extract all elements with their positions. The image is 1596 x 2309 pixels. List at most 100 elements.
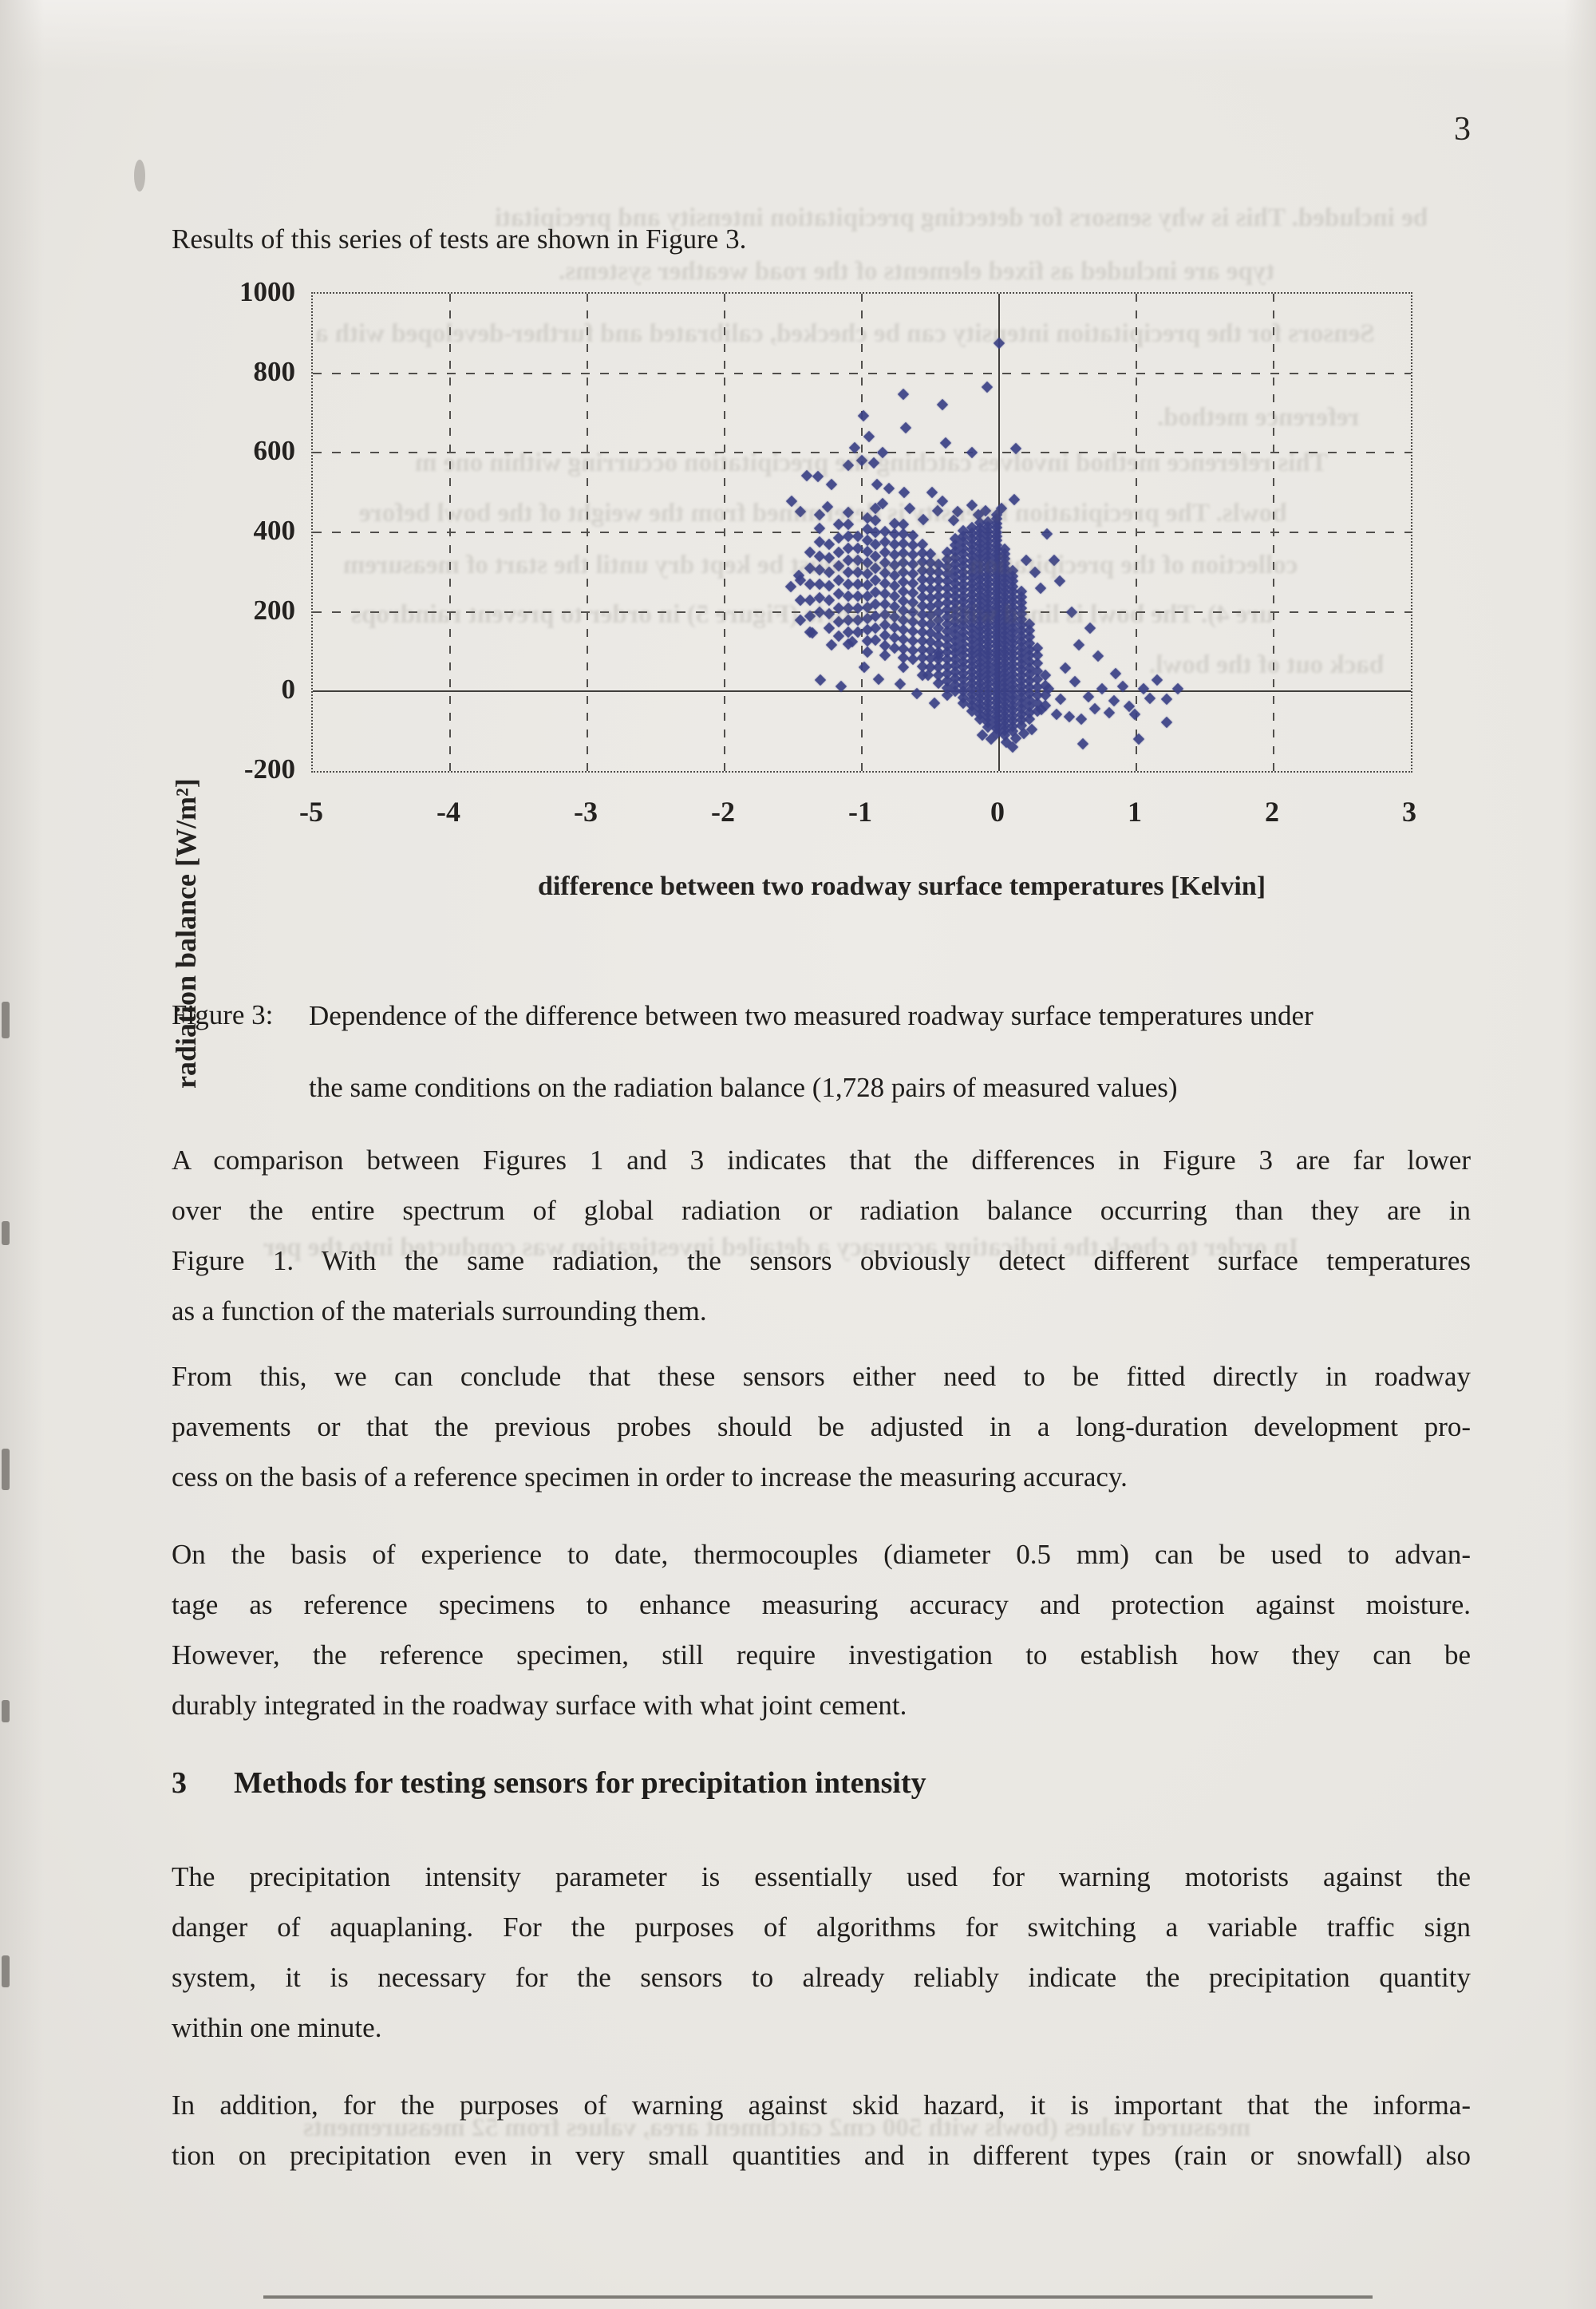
x-tick-label: -1 bbox=[848, 796, 872, 828]
paragraph-line: over the entire spectrum of global radia… bbox=[172, 1195, 1471, 1226]
scatter-point bbox=[879, 629, 891, 641]
scatter-point bbox=[929, 698, 941, 710]
scatter-point bbox=[826, 639, 838, 650]
bleed-through-text: be included. This is why sensors for det… bbox=[495, 204, 1428, 232]
paragraph-line: The precipitation intensity parameter is… bbox=[172, 1861, 1471, 1892]
plot-area bbox=[311, 292, 1412, 773]
scatter-point bbox=[926, 487, 938, 499]
x-tick-label: 2 bbox=[1265, 796, 1279, 828]
paragraph-line: tion on precipitation even in very small… bbox=[172, 2140, 1471, 2171]
paragraph-line: within one minute. bbox=[172, 2012, 382, 2043]
x-tick-label: -5 bbox=[299, 796, 323, 828]
scan-edge-mark bbox=[2, 1449, 10, 1490]
scatter-point bbox=[1160, 694, 1172, 706]
paragraph-line: system, it is necessary for the sensors … bbox=[172, 1962, 1471, 1993]
section-number: 3 bbox=[172, 1766, 187, 1800]
scatter-point bbox=[1137, 683, 1149, 695]
paragraph-line: Figure 1. With the same radiation, the s… bbox=[172, 1245, 1471, 1276]
scatter-point bbox=[826, 479, 838, 491]
y-tick-label: 400 bbox=[253, 515, 296, 546]
section-title: Methods for testing sensors for precipit… bbox=[234, 1766, 926, 1800]
scan-edge-mark bbox=[2, 1955, 10, 1987]
paragraph-line: durably integrated in the roadway surfac… bbox=[172, 1690, 907, 1721]
bleed-through-text: In order to check the indicating accurac… bbox=[263, 1233, 1299, 1262]
scan-artifact-line bbox=[263, 2295, 1373, 2299]
y-tick-label: 800 bbox=[253, 355, 296, 387]
scatter-point bbox=[939, 437, 951, 449]
bleed-through-text: This reference method involves catching … bbox=[415, 449, 1328, 477]
bleed-through-text: measured values (bowls with 500 cm2 catc… bbox=[303, 2113, 1251, 2142]
scatter-point bbox=[1073, 639, 1084, 650]
bleed-through-text: type are included as fixed elements of t… bbox=[559, 257, 1275, 286]
paragraph-line: cess on the basis of a reference specime… bbox=[172, 1461, 1128, 1493]
x-tick-label: 3 bbox=[1402, 796, 1416, 828]
scatter-point bbox=[1103, 707, 1115, 719]
scatter-point bbox=[1034, 582, 1046, 594]
scatter-point bbox=[832, 532, 844, 544]
scatter-point bbox=[815, 674, 827, 686]
scatter-point bbox=[981, 381, 993, 393]
scatter-point bbox=[1077, 738, 1088, 750]
horizontal-gridline bbox=[313, 532, 1411, 533]
scatter-point bbox=[813, 536, 825, 548]
figure-3-chart: radiation balance [W/m²] -5 -4 -3 -2 -1 0 1 2 3 1… bbox=[0, 271, 1596, 1089]
paragraph-line: danger of aquaplaning. For the purposes … bbox=[172, 1912, 1471, 1943]
paragraph: The precipitation intensity parameter is… bbox=[172, 1852, 1471, 2053]
y-tick-label: 200 bbox=[253, 594, 296, 626]
scatter-point bbox=[857, 410, 869, 422]
scatter-point bbox=[879, 639, 891, 651]
paragraph-line: On the basis of experience to date, ther… bbox=[172, 1539, 1471, 1570]
caption-line: Dependence of the difference between two… bbox=[309, 1000, 1314, 1031]
scatter-point bbox=[872, 674, 884, 686]
horizontal-gridline bbox=[313, 611, 1411, 613]
bleed-through-text: bowls. The precipitation intensity is de… bbox=[359, 499, 1287, 528]
bleed-through-text: Sensors for the precipitation intensity … bbox=[315, 319, 1375, 348]
y-zero-axis bbox=[313, 690, 1411, 693]
scatter-point bbox=[899, 487, 911, 499]
scatter-point bbox=[1051, 709, 1063, 721]
paragraph: On the basis of experience to date, ther… bbox=[172, 1529, 1471, 1730]
scatter-point bbox=[1129, 709, 1141, 721]
paragraph: A comparison between Figures 1 and 3 ind… bbox=[172, 1135, 1471, 1336]
paragraph-line: From this, we can conclude that these se… bbox=[172, 1361, 1471, 1392]
scatter-point bbox=[897, 388, 909, 400]
y-tick-label: 1000 bbox=[239, 276, 295, 307]
scatter-point bbox=[861, 646, 873, 658]
paragraph-line: tage as reference specimens to enhance m… bbox=[172, 1589, 1471, 1620]
scatter-point bbox=[1069, 675, 1080, 687]
y-tick-label: 600 bbox=[253, 435, 296, 467]
bleed-through-text: ure 4). The bowl is lined with a fine fa… bbox=[351, 600, 1274, 629]
bleed-through-text: reference method. bbox=[1157, 403, 1360, 432]
paragraph-line: However, the reference specimen, still r… bbox=[172, 1639, 1471, 1670]
y-tick-label: -200 bbox=[243, 753, 295, 785]
y-axis-title: radiation balance [W/m²] bbox=[170, 778, 202, 1089]
scan-edge-mark bbox=[2, 1700, 10, 1722]
scatter-point bbox=[883, 483, 895, 495]
paragraph: From this, we can conclude that these se… bbox=[172, 1351, 1471, 1502]
scatter-point bbox=[899, 422, 912, 434]
x-tick-label: 1 bbox=[1128, 796, 1142, 828]
scatter-point bbox=[1055, 694, 1067, 706]
scatter-point bbox=[879, 650, 891, 662]
scatter-point bbox=[1096, 683, 1108, 695]
scatter-point bbox=[916, 538, 928, 551]
scatter-point bbox=[823, 580, 835, 592]
scatter-point bbox=[1063, 711, 1075, 723]
paragraph-line: pavements or that the previous probes sh… bbox=[172, 1411, 1471, 1442]
caption-label: Figure 3: bbox=[172, 999, 274, 1030]
x-tick-label: -3 bbox=[574, 796, 598, 828]
caption-line: the same conditions on the radiation bal… bbox=[309, 1072, 1178, 1103]
scatter-point bbox=[1059, 662, 1071, 674]
bleed-through-text: collection of the precipitation. The bow… bbox=[343, 551, 1298, 579]
scatter-point bbox=[1160, 717, 1172, 729]
scatter-point bbox=[937, 398, 949, 410]
paragraph-line: A comparison between Figures 1 and 3 ind… bbox=[172, 1145, 1471, 1176]
scatter-point bbox=[879, 587, 891, 599]
scatter-point bbox=[1144, 693, 1156, 705]
scatter-point bbox=[1110, 667, 1122, 679]
paragraph: In addition, for the purposes of warning… bbox=[172, 2080, 1471, 2181]
y-tick-label: 0 bbox=[281, 674, 296, 706]
x-tick-label: -2 bbox=[711, 796, 735, 828]
x-tick-label: -4 bbox=[437, 796, 460, 828]
paragraph-line: In addition, for the purposes of warning… bbox=[172, 2090, 1471, 2121]
